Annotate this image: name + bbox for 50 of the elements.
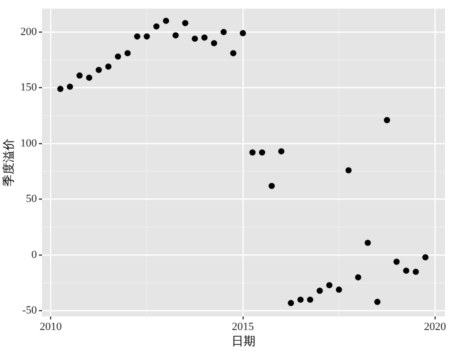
point [297, 296, 304, 303]
y-tick-label: -50 [22, 304, 38, 317]
point [134, 33, 140, 40]
point [240, 30, 246, 36]
point [384, 117, 390, 124]
point [144, 33, 150, 40]
point [210, 40, 218, 46]
point [96, 66, 102, 74]
y-tick-label: 50 [26, 193, 38, 206]
point [57, 86, 64, 92]
point [230, 50, 236, 56]
point [162, 18, 170, 24]
point [153, 23, 160, 30]
x-tick-label: 2020 [424, 320, 447, 333]
x-tick-label: 2015 [232, 320, 254, 333]
y-axis-title: 季度溢价 [1, 138, 16, 186]
y-tick-label: 0 [31, 248, 38, 261]
x-axis-title: 日期 [231, 334, 256, 348]
x-tick-label: 2010 [40, 320, 62, 333]
point [76, 72, 83, 79]
point [220, 28, 227, 36]
point [258, 149, 266, 156]
point [105, 63, 112, 70]
point [364, 240, 371, 246]
point [374, 298, 380, 305]
point [345, 167, 352, 174]
point [288, 300, 294, 306]
y-tick-label: 150 [20, 82, 38, 94]
point [336, 286, 342, 293]
point [316, 288, 323, 294]
point [192, 36, 198, 42]
point [114, 53, 122, 60]
y-tick-label: 200 [20, 26, 38, 38]
point [66, 84, 74, 90]
point [278, 148, 284, 154]
point [393, 258, 400, 265]
point [403, 268, 410, 274]
point [307, 296, 314, 303]
point [326, 282, 332, 288]
point [172, 32, 179, 38]
point [268, 182, 275, 190]
point [249, 149, 256, 156]
point [86, 74, 92, 81]
point [355, 274, 362, 280]
y-tick-label: 100 [20, 137, 38, 150]
point [201, 34, 208, 41]
point [412, 268, 419, 275]
point [124, 50, 131, 56]
point [422, 254, 428, 260]
point [182, 20, 188, 26]
